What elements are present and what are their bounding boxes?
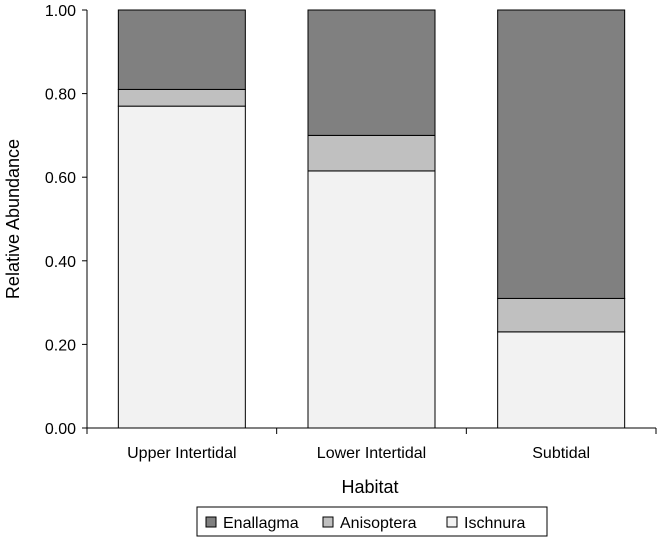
y-axis-label: Relative Abundance <box>3 139 23 299</box>
bar-segment-anisoptera-3 <box>497 297 626 333</box>
y-axis: 0.00 0.20 0.40 0.60 0.80 1.00 <box>45 3 88 438</box>
x-tick-label: Subtidal <box>532 445 590 462</box>
x-tick-label: Upper Intertidal <box>127 445 236 462</box>
x-axis: Upper Intertidal Lower Intertidal Subtidal <box>86 427 657 462</box>
legend-label-enallagma: Enallagma <box>223 515 299 532</box>
y-tick-label: 0.20 <box>45 337 76 354</box>
bar-segment-ischnura-2 <box>307 170 436 429</box>
bar-segment-enallagma-2 <box>307 9 436 136</box>
bar-segment-enallagma-3 <box>497 9 626 299</box>
y-tick-label: 1.00 <box>45 3 76 20</box>
y-tick-label: 0.00 <box>45 421 76 438</box>
legend-swatch-ischnura <box>446 516 458 528</box>
bar-segment-enallagma-1 <box>117 9 246 90</box>
y-tick-label: 0.60 <box>45 170 76 187</box>
bar-segment-anisoptera-2 <box>307 134 436 172</box>
y-tick-label: 0.40 <box>45 254 76 271</box>
legend-label-ischnura: Ischnura <box>464 515 525 532</box>
x-tick-label: Lower Intertidal <box>317 445 426 462</box>
bar-segment-anisoptera-1 <box>117 88 246 107</box>
legend-box <box>196 506 548 537</box>
legend-label-anisoptera: Anisoptera <box>340 515 417 532</box>
bar-segment-ischnura-3 <box>497 331 626 429</box>
legend: Enallagma Anisoptera Ischnura <box>196 506 548 537</box>
y-tick-label: 0.80 <box>45 87 76 104</box>
x-axis-label: Habitat <box>341 477 398 497</box>
legend-swatch-anisoptera <box>322 516 334 528</box>
legend-swatch-enallagma <box>205 516 217 528</box>
plot-area <box>117 9 626 429</box>
bar-segment-ischnura-1 <box>117 105 246 429</box>
